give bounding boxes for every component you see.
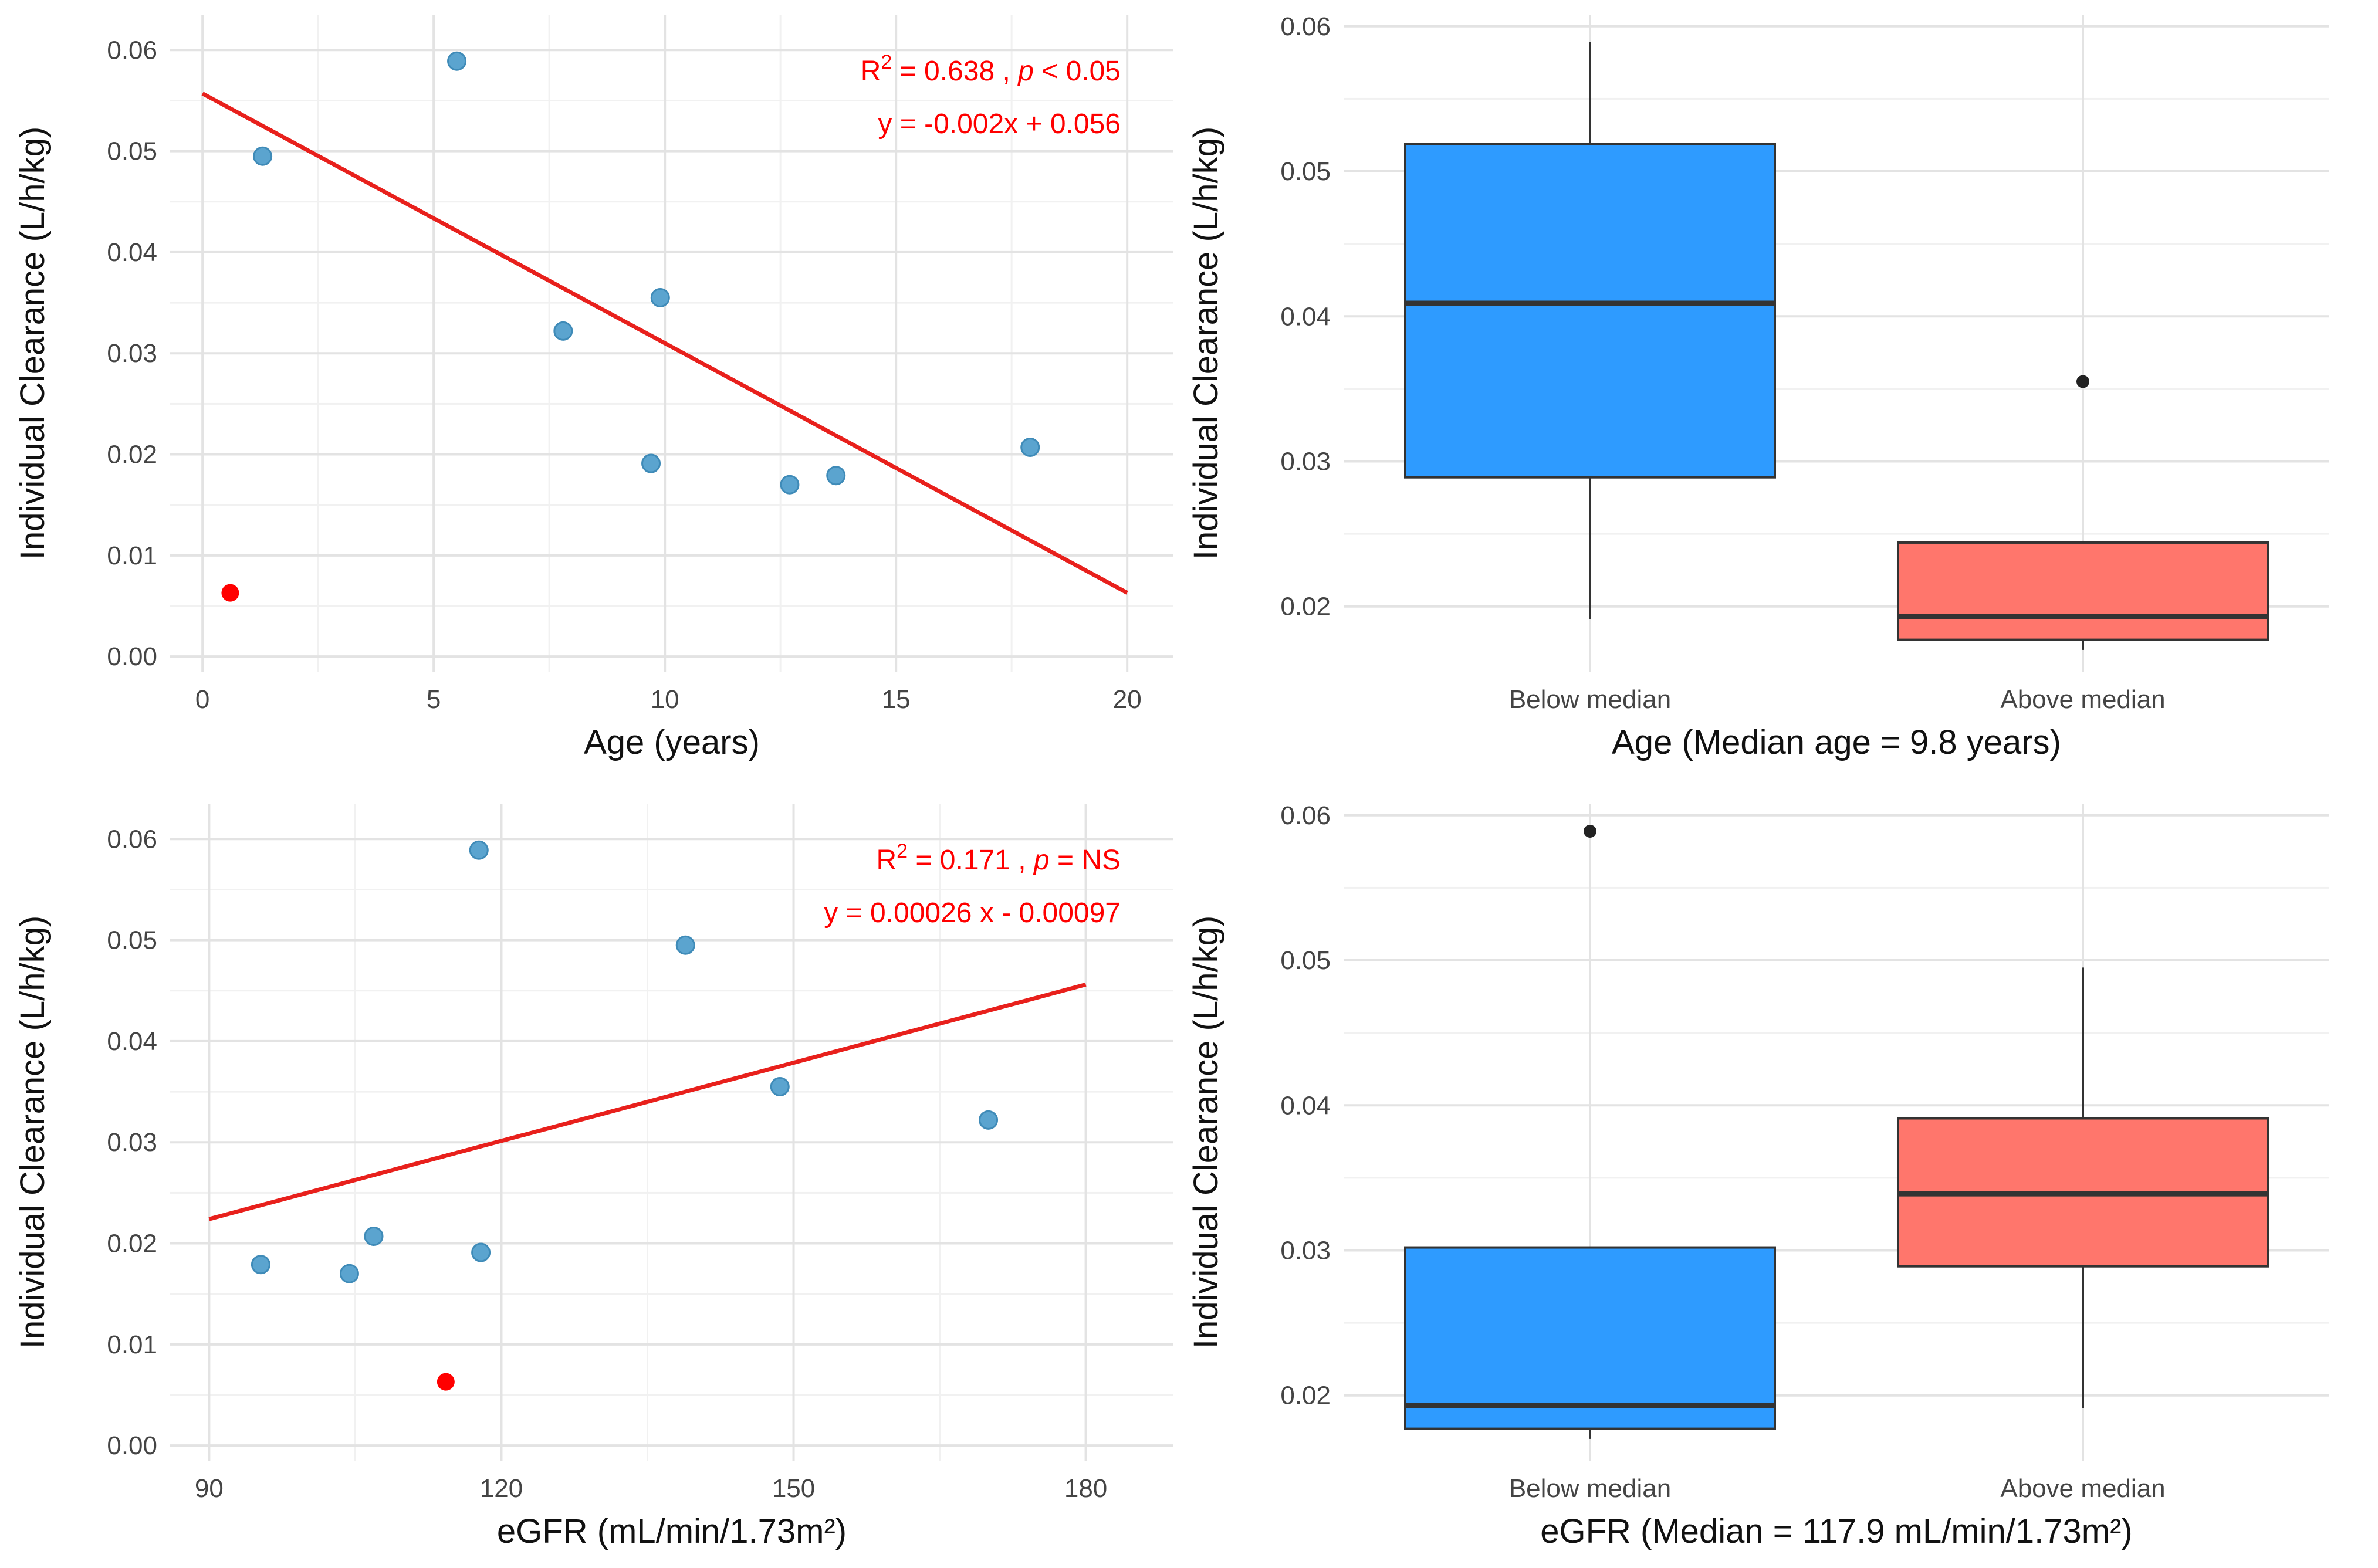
y-axis-title: Individual Clearance (L/h/kg) [13, 127, 52, 560]
x-axis-title: eGFR (mL/min/1.73m²) [497, 1512, 847, 1550]
y-tick-label: 0.01 [107, 541, 157, 570]
highlighted-data-point [221, 584, 239, 602]
y-tick-label: 0.06 [1280, 12, 1331, 41]
r2-value: = 0.638 , [892, 56, 1018, 87]
x-tick-label: 90 [195, 1474, 224, 1503]
regression-line [201, 92, 1128, 595]
p-value: < 0.05 [1034, 56, 1121, 87]
r2-superscript: 2 [897, 840, 908, 862]
x-tick-label: 10 [651, 685, 679, 714]
data-point [826, 466, 846, 486]
data-point [339, 1264, 359, 1283]
regression-equation: y = 0.00026 x - 0.00097 [824, 898, 1121, 929]
data-point [780, 475, 800, 495]
y-tick-label: 0.03 [1280, 1237, 1331, 1265]
stats-annotation-r2: R2 = 0.171 , p = NS [876, 840, 1121, 876]
data-point [469, 840, 489, 860]
data-point [253, 146, 273, 166]
data-point [979, 1110, 999, 1130]
data-point [364, 1226, 384, 1246]
y-tick-label: 0.00 [107, 1431, 157, 1460]
p-symbol: p [1017, 56, 1034, 87]
y-tick-label: 0.01 [107, 1330, 157, 1359]
x-tick-label: 180 [1064, 1474, 1107, 1503]
y-tick-label: 0.05 [107, 137, 157, 166]
regression-line [208, 983, 1087, 1221]
y-tick-label: 0.02 [1280, 1381, 1331, 1410]
y-tick-label: 0.05 [107, 926, 157, 955]
r2-value: = 0.171 , [908, 845, 1034, 876]
y-tick-label: 0.02 [1280, 592, 1331, 621]
y-tick-label: 0.05 [1280, 946, 1331, 975]
y-tick-label: 0.02 [107, 441, 157, 469]
box [1897, 541, 2269, 641]
data-point [650, 287, 670, 307]
y-tick-label: 0.03 [107, 339, 157, 368]
y-tick-label: 0.03 [1280, 448, 1331, 476]
data-point [553, 321, 573, 341]
y-tick-label: 0.03 [107, 1128, 157, 1157]
data-point [471, 1242, 491, 1262]
outlier-point [1584, 824, 1596, 838]
x-tick-label: 120 [480, 1474, 523, 1503]
r2-superscript: 2 [881, 51, 892, 73]
x-tick-label: 150 [772, 1474, 815, 1503]
x-tick-label: Below median [1509, 685, 1671, 714]
x-axis-title: Age (Median age = 9.8 years) [1612, 723, 2061, 761]
y-tick-label: 0.04 [107, 1027, 157, 1056]
y-tick-label: 0.05 [1280, 157, 1331, 186]
y-tick-label: 0.06 [107, 825, 157, 854]
x-tick-label: Above median [2000, 685, 2165, 714]
x-tick-label: 0 [195, 685, 209, 714]
y-axis-title: Individual Clearance (L/h/kg) [13, 916, 52, 1349]
box [1404, 1246, 1776, 1430]
outlier-point [2076, 375, 2089, 388]
data-point [770, 1076, 790, 1096]
y-tick-label: 0.04 [1280, 302, 1331, 331]
data-point [641, 453, 661, 473]
data-point [1020, 437, 1040, 457]
y-tick-label: 0.04 [1280, 1091, 1331, 1120]
y-tick-label: 0.06 [1280, 801, 1331, 830]
y-tick-label: 0.06 [107, 36, 157, 65]
x-tick-label: 20 [1113, 685, 1142, 714]
x-tick-label: 5 [427, 685, 441, 714]
p-value: = NS [1050, 845, 1121, 876]
r2-symbol: R [876, 845, 897, 876]
data-point [675, 935, 695, 955]
panel-bottom-left: 0.00 0.01 0.02 0.03 0.04 0.05 0.06 90 120 150 180 R… [13, 804, 1173, 1550]
y-tick-label: 0.04 [107, 238, 157, 267]
x-tick-label: 15 [882, 685, 911, 714]
data-point [251, 1255, 270, 1275]
x-tick-label: Above median [2000, 1474, 2165, 1503]
x-axis-title: eGFR (Median = 117.9 mL/min/1.73m²) [1540, 1512, 2132, 1550]
panel-top-right: 0.02 0.03 0.04 0.05 0.06 Below median Above me… [1187, 12, 2329, 761]
y-tick-label: 0.02 [107, 1230, 157, 1258]
panel-top-left: 0.00 0.01 0.02 0.03 0.04 0.05 0.06 0 5 10 15 20 R2 =… [13, 15, 1173, 761]
regression-equation: y = -0.002x + 0.056 [878, 109, 1121, 140]
box [1404, 143, 1776, 479]
y-axis-title: Individual Clearance (L/h/kg) [1187, 916, 1225, 1349]
panel-bottom-right: 0.02 0.03 0.04 0.05 0.06 Below median Above me… [1187, 801, 2329, 1550]
p-symbol: p [1033, 845, 1050, 876]
y-axis-title: Individual Clearance (L/h/kg) [1187, 127, 1225, 560]
data-point [447, 51, 467, 71]
x-tick-label: Below median [1509, 1474, 1671, 1503]
stats-annotation-r2: R2 = 0.638 , p < 0.05 [861, 51, 1121, 87]
x-axis-title: Age (years) [584, 723, 760, 761]
y-tick-label: 0.00 [107, 642, 157, 671]
r2-symbol: R [861, 56, 881, 87]
highlighted-data-point [437, 1373, 455, 1391]
